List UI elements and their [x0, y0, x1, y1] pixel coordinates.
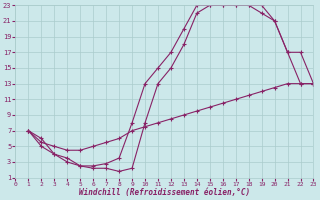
X-axis label: Windchill (Refroidissement éolien,°C): Windchill (Refroidissement éolien,°C): [79, 188, 250, 197]
